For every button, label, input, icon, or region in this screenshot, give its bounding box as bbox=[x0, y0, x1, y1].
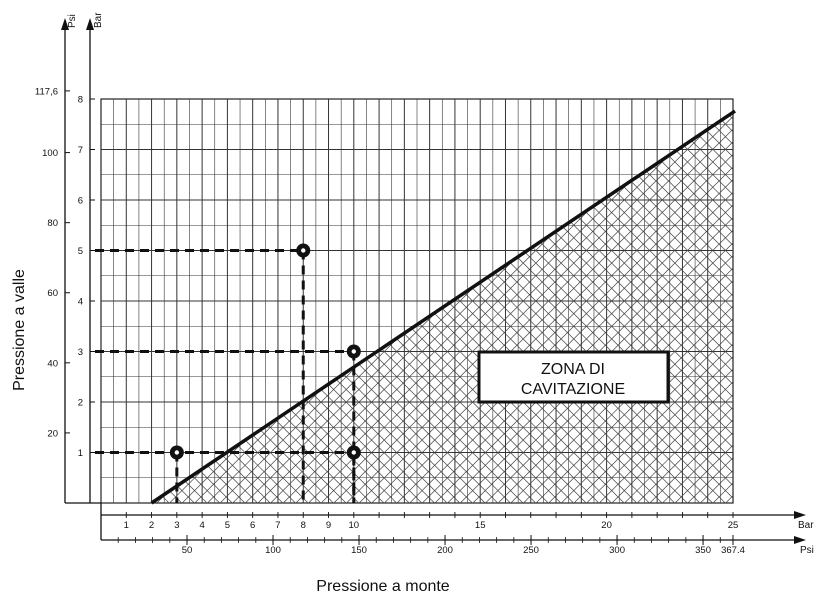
grid bbox=[100, 98, 734, 504]
hatch-line bbox=[792, 89, 818, 513]
zone-label-box: ZONA DI CAVITAZIONE bbox=[477, 350, 670, 404]
x-tick-label-bar: 2 bbox=[149, 520, 154, 531]
x-tick-label-bar: 8 bbox=[301, 520, 306, 531]
y-tick-label-bar: 3 bbox=[78, 347, 83, 358]
hatch-line bbox=[576, 111, 733, 503]
hatch-line bbox=[766, 89, 818, 513]
x-tick-label-bar: 10 bbox=[349, 520, 360, 531]
hatch-line bbox=[538, 111, 733, 503]
hatch-line bbox=[804, 89, 818, 513]
x-tick-label-psi: 300 bbox=[609, 545, 625, 556]
y-tick-label-psi: 100 bbox=[42, 148, 58, 159]
x-tick-label-bar: 6 bbox=[250, 520, 255, 531]
x-unit-psi: Psi bbox=[800, 545, 814, 556]
hatch-line bbox=[779, 89, 818, 513]
hatch-line bbox=[652, 111, 733, 503]
data-points bbox=[169, 243, 361, 460]
x-tick-label-bar: 7 bbox=[275, 520, 280, 531]
zone-label-line2: CAVITAZIONE bbox=[521, 381, 625, 398]
hatch-line bbox=[779, 89, 818, 513]
hatch-line bbox=[614, 111, 733, 503]
y-tick-label-bar: 8 bbox=[78, 95, 83, 106]
hatch-line bbox=[151, 111, 319, 503]
axes bbox=[61, 18, 806, 544]
tick-labels: 1 2 3 4 5 6 7 8 20 40 60 80 100 117,6 1 2 3 4 5 6 7 8 9 10 15 20 2… bbox=[35, 86, 745, 556]
x-axis-psi-arrow bbox=[794, 536, 806, 544]
hatch-line bbox=[639, 111, 733, 503]
hatch-line bbox=[151, 111, 331, 503]
y-tick-label-bar: 1 bbox=[78, 448, 83, 459]
y-tick-label-psi: 80 bbox=[47, 218, 58, 229]
y-tick-label-psi: 117,6 bbox=[35, 86, 58, 97]
hatch-line bbox=[626, 111, 733, 503]
y-unit-psi: Psi bbox=[67, 14, 78, 28]
hatch-line bbox=[728, 111, 733, 503]
hatch-line bbox=[652, 111, 733, 503]
guide-lines bbox=[95, 249, 356, 503]
hatch-line bbox=[728, 111, 733, 503]
hatch-line bbox=[151, 111, 357, 503]
x-tick-label-bar: 3 bbox=[174, 520, 179, 531]
data-point-center bbox=[351, 349, 356, 354]
data-point-center bbox=[351, 450, 356, 455]
y-axis-title: Pressione a valle bbox=[11, 269, 28, 391]
hatch-line bbox=[754, 89, 818, 513]
hatch-line bbox=[0, 89, 2, 513]
x-tick-label-psi: 200 bbox=[437, 545, 453, 556]
x-tick-label-psi: 150 bbox=[351, 545, 367, 556]
hatch-line bbox=[766, 89, 818, 513]
x-tick-label-bar: 20 bbox=[601, 520, 612, 531]
y-tick-label-psi: 60 bbox=[47, 288, 58, 299]
x-tick-label-psi: 100 bbox=[265, 545, 281, 556]
y-tick-label-bar: 2 bbox=[78, 398, 83, 409]
data-point-center bbox=[301, 248, 306, 253]
hatch-line bbox=[563, 111, 733, 503]
x-tick-label-bar: 5 bbox=[225, 520, 230, 531]
x-tick-label-bar: 9 bbox=[326, 520, 331, 531]
data-point-center bbox=[174, 450, 180, 455]
hatch-line bbox=[589, 111, 733, 503]
x-tick-label-psi: 50 bbox=[182, 545, 193, 556]
hatch-line bbox=[804, 89, 818, 513]
cavitation-boundary-line bbox=[150, 109, 736, 505]
y-axis-psi-arrow bbox=[61, 18, 69, 30]
hatch-line bbox=[614, 111, 733, 503]
zone-label-line1: ZONA DI bbox=[541, 361, 605, 378]
x-tick-label-psi: 250 bbox=[523, 545, 539, 556]
y-axis-bar-arrow bbox=[86, 18, 94, 30]
y-tick-label-bar: 6 bbox=[78, 196, 83, 207]
y-tick-label-bar: 4 bbox=[78, 297, 83, 308]
hatch-line bbox=[741, 89, 818, 513]
hatch-line bbox=[792, 89, 818, 513]
hatch-line bbox=[741, 89, 818, 513]
y-tick-label-bar: 5 bbox=[78, 246, 83, 257]
x-tick-label-psi: 367.4 bbox=[721, 545, 745, 556]
x-tick-label-bar: 25 bbox=[728, 520, 739, 531]
x-axis-title: Pressione a monte bbox=[316, 578, 450, 595]
hatch-line bbox=[551, 111, 733, 503]
y-tick-label-psi: 20 bbox=[47, 428, 58, 439]
hatch-line bbox=[639, 111, 733, 503]
hatch-line bbox=[0, 89, 2, 513]
x-tick-label-psi: 350 bbox=[695, 545, 711, 556]
hatch-line bbox=[601, 111, 733, 503]
x-tick-label-bar: 1 bbox=[124, 520, 129, 531]
y-tick-label-bar: 7 bbox=[78, 145, 83, 156]
hatch-line bbox=[525, 111, 733, 503]
x-axis-bar-arrow bbox=[794, 511, 806, 519]
hatch-line bbox=[754, 89, 818, 513]
hatch-line bbox=[151, 111, 344, 503]
y-unit-bar: Bar bbox=[93, 12, 104, 28]
x-unit-bar: Bar bbox=[798, 520, 814, 531]
y-tick-label-psi: 40 bbox=[47, 358, 58, 369]
x-tick-label-bar: 4 bbox=[199, 520, 204, 531]
hatch-line bbox=[601, 111, 733, 503]
hatch-line bbox=[626, 111, 733, 503]
x-tick-label-bar: 15 bbox=[475, 520, 486, 531]
